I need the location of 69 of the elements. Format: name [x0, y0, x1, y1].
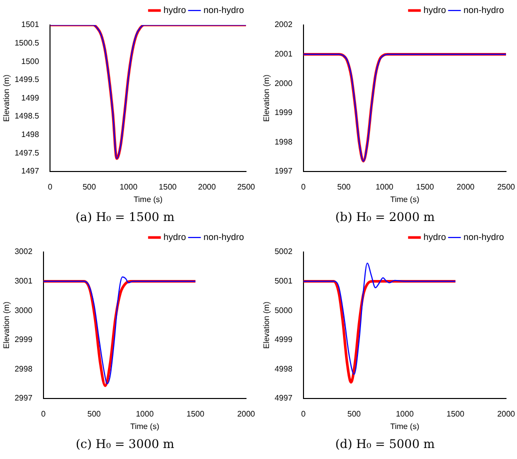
- y-tick-label: 4997: [274, 394, 293, 403]
- y-tick-label: 1498.5: [14, 112, 40, 121]
- y-tick-label: 1500.5: [14, 38, 40, 48]
- y-tick-label: 5002: [274, 247, 293, 256]
- x-tick-label: 0: [301, 182, 306, 192]
- y-tick-label: 4999: [274, 335, 293, 344]
- y-axis-title: Elevation (m): [262, 301, 272, 349]
- x-tick-label: 500: [87, 409, 102, 418]
- legend-label: non-hydro: [463, 232, 504, 242]
- x-tick-label: 1000: [136, 409, 154, 418]
- y-axis-title: Elevation (m): [2, 74, 12, 122]
- x-tick-label: 0: [301, 409, 306, 418]
- legend-label: non-hydro: [203, 232, 244, 242]
- y-tick-label: 2000: [274, 78, 293, 88]
- x-tick-label: 500: [82, 182, 96, 192]
- y-tick-label: 5000: [274, 306, 293, 315]
- x-tick-label: 0: [41, 409, 46, 418]
- y-tick-label: 1499.5: [14, 75, 40, 84]
- x-tick-label: 1000: [396, 409, 414, 418]
- y-tick-label: 4998: [274, 364, 293, 374]
- y-tick-label: 1497.5: [14, 148, 40, 158]
- x-tick-label: 2500: [237, 182, 256, 192]
- y-tick-label: 1998: [274, 137, 293, 146]
- text: (c) H₀ = 3000 m: [76, 436, 175, 451]
- text: (b) H₀ = 2000 m: [335, 210, 436, 224]
- y-axis-title: Elevation (m): [2, 301, 12, 349]
- legend-label: hydro: [163, 4, 186, 15]
- x-tick-label: 1500: [186, 409, 205, 418]
- x-tick-label: 500: [337, 182, 352, 192]
- x-axis-title: Time (s): [390, 422, 420, 432]
- x-tick-label: 2000: [198, 182, 216, 192]
- legend-label: non-hydro: [463, 4, 504, 15]
- y-tick-label: 1499: [21, 93, 40, 102]
- text: (d) H₀ = 5000 m: [335, 436, 436, 451]
- x-tick-label: 1500: [158, 182, 178, 192]
- x-tick-label: 2000: [497, 409, 516, 418]
- y-tick-label: 2997: [14, 394, 33, 403]
- legend-label: hydro: [423, 4, 446, 15]
- x-tick-label: 1000: [120, 182, 138, 192]
- y-tick-label: 1498: [21, 130, 40, 140]
- y-tick-label: 1997: [274, 166, 293, 176]
- y-tick-label: 1501: [21, 20, 40, 30]
- y-tick-label: 3000: [14, 306, 33, 315]
- x-tick-label: 2000: [237, 409, 256, 418]
- text: (a) H₀ = 1500 m: [75, 210, 176, 224]
- y-tick-label: 3001: [14, 276, 33, 286]
- x-tick-label: 2000: [456, 182, 476, 192]
- y-tick-label: 5001: [274, 276, 293, 286]
- legend-label: hydro: [423, 232, 446, 242]
- y-tick-label: 2002: [274, 20, 293, 30]
- x-tick-label: 2500: [497, 182, 516, 192]
- x-tick-label: 500: [347, 409, 362, 418]
- legend-label: non-hydro: [203, 4, 244, 15]
- x-axis-title: Time (s): [134, 195, 163, 204]
- y-tick-label: 2998: [14, 364, 33, 374]
- x-axis-title: Time (s): [130, 422, 160, 432]
- y-tick-label: 1999: [274, 108, 293, 118]
- y-axis-title: Elevation (m): [262, 74, 272, 122]
- y-tick-label: 1497: [21, 166, 40, 176]
- legend-label: hydro: [163, 232, 186, 242]
- x-tick-label: 1500: [416, 182, 434, 192]
- x-axis-title: Time (s): [390, 195, 420, 204]
- y-tick-label: 1500: [21, 56, 40, 66]
- y-tick-label: 2001: [274, 49, 293, 58]
- x-tick-label: 0: [48, 182, 53, 192]
- x-tick-label: 1500: [446, 409, 465, 418]
- x-tick-label: 1000: [376, 182, 394, 192]
- y-tick-label: 2999: [14, 335, 33, 344]
- y-tick-label: 3002: [14, 247, 33, 256]
